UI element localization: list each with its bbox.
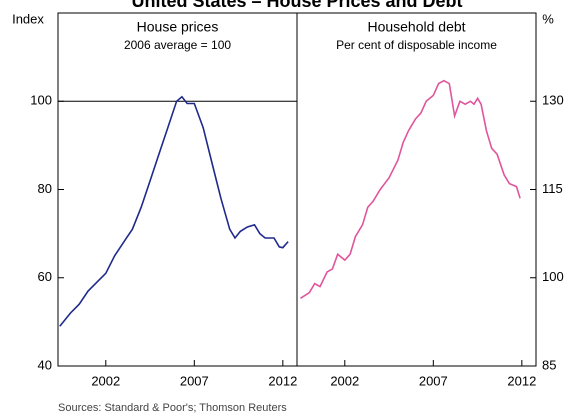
panel-subtitle: Per cent of disposable income [336,38,497,52]
data-line [59,95,289,327]
y-axis-label: % [542,11,554,26]
y-tick-label: 100 [30,93,52,108]
x-tick-label: 2007 [419,373,448,388]
data-line [300,79,521,299]
panel-title: Household debt [367,19,465,35]
panel-subtitle: 2006 average = 100 [124,38,231,52]
y-tick-label: 130 [542,93,564,108]
x-tick-label: 2002 [330,373,359,388]
y-tick-label: 60 [38,269,52,284]
x-tick-label: 2012 [268,373,297,388]
y-tick-label: 85 [542,357,556,372]
source-note: Sources: Standard & Poor's; Thomson Reut… [58,402,287,414]
y-tick-label: 80 [38,181,52,196]
x-tick-label: 2002 [91,373,120,388]
y-tick-label: 40 [38,357,52,372]
y-axis-label: Index [12,11,44,26]
x-tick-label: 2012 [507,373,536,388]
chart-title: United States – House Prices and Debt [131,0,462,11]
panel-title: House prices [137,19,219,35]
x-tick-label: 2007 [180,373,209,388]
y-tick-label: 100 [542,269,564,284]
y-tick-label: 115 [542,181,563,196]
